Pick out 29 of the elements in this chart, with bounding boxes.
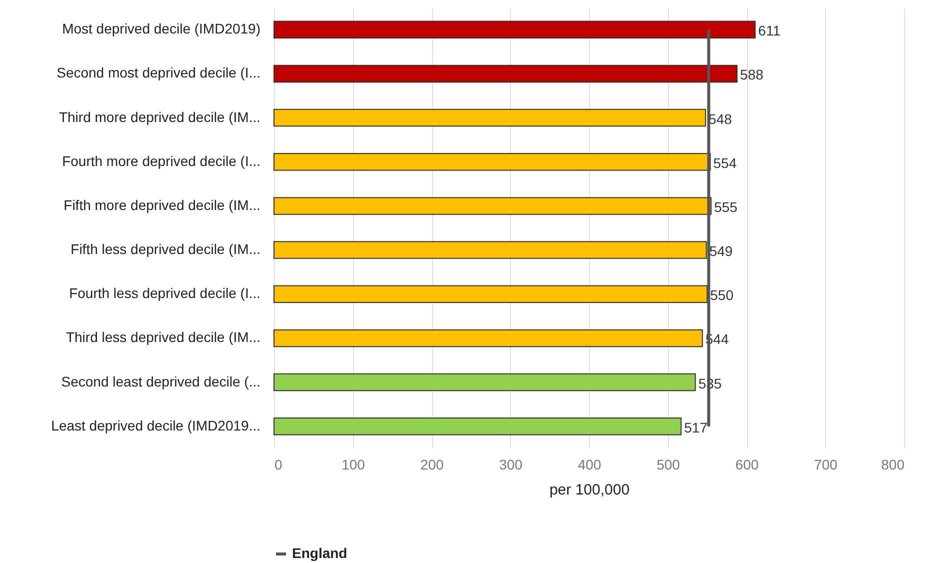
x-tick-label: 400 [578, 456, 602, 472]
y-tick-label: Third more deprived decile (IM... [58, 108, 260, 125]
x-tick-label: 700 [814, 456, 838, 472]
y-tick-label: Least deprived decile (IMD2019... [51, 417, 260, 434]
y-tick-label: Most deprived decile (IMD2019) [62, 20, 260, 37]
x-axis-title: per 100,000 [549, 482, 630, 498]
x-tick-label: 600 [735, 456, 759, 472]
x-tick-label: 300 [499, 456, 523, 472]
data-label: 548 [708, 110, 732, 127]
y-tick-label: Second most deprived decile (I... [56, 64, 260, 81]
x-tick-label: 500 [656, 456, 680, 472]
y-tick-label: Third less deprived decile (IM... [66, 329, 260, 346]
data-label: 611 [758, 22, 781, 39]
data-label: 550 [710, 287, 734, 304]
data-label: 549 [709, 243, 733, 260]
y-tick-label: Fourth less deprived decile (I... [69, 285, 260, 302]
y-tick-label: Fifth more deprived decile (IM... [64, 196, 260, 213]
x-tick-label: 200 [420, 456, 444, 472]
y-tick-label: Fifth less deprived decile (IM... [70, 241, 260, 258]
data-label: 588 [740, 66, 764, 83]
x-tick-label: 0 [274, 456, 282, 472]
data-label: 554 [713, 154, 737, 171]
y-tick-label: Fourth more deprived decile (I... [62, 152, 260, 169]
y-tick-label: Second least deprived decile (... [61, 373, 260, 390]
x-tick-label: 100 [342, 456, 366, 472]
data-label: 555 [714, 198, 738, 215]
data-label: 517 [684, 419, 708, 436]
x-tick-label: 800 [881, 456, 905, 472]
legend-label: England [292, 545, 348, 561]
